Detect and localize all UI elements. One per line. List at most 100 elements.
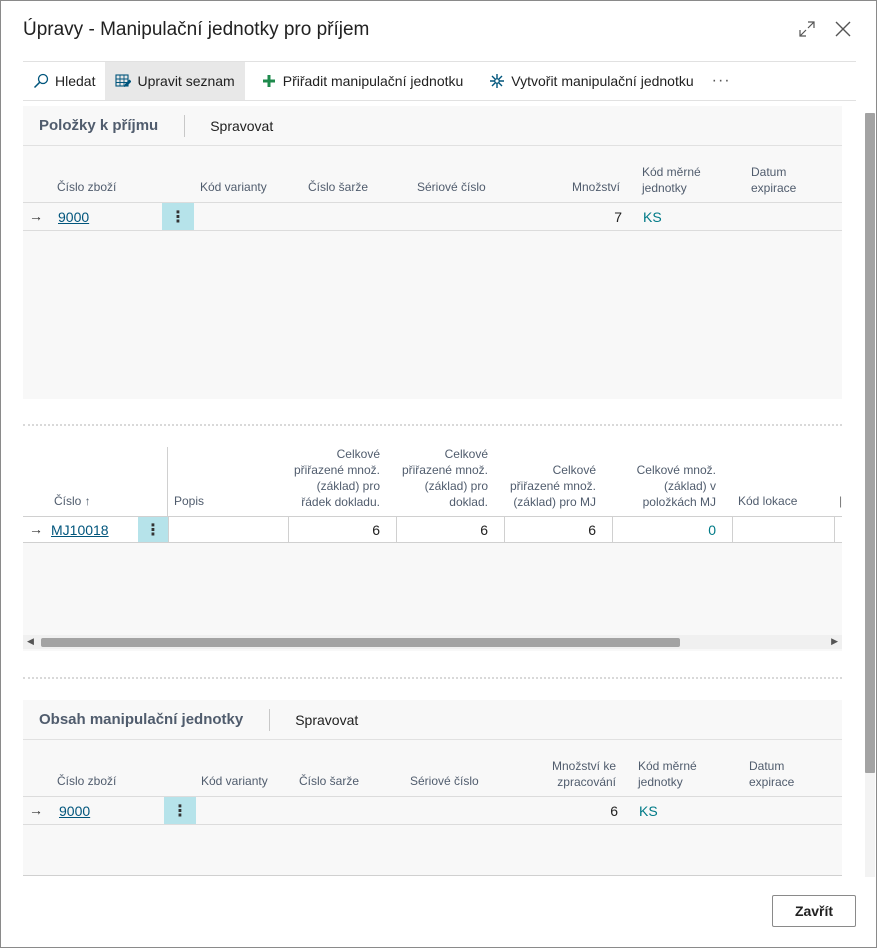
col-hu-total-hu[interactable]: Celkové přiřazené množ. (základ) pro MJ <box>510 462 596 510</box>
hu-total-line-cell[interactable]: 6 <box>372 522 380 538</box>
handling-units-grid: Číslo ↑ Popis Celkové přiřazené množ. (z… <box>23 445 842 651</box>
col-uom[interactable]: Kód měrné jednotky <box>642 164 701 196</box>
col-hu-total-hu-l3: (základ) pro MJ <box>513 495 596 509</box>
expand-icon[interactable] <box>796 17 818 41</box>
item-no-link[interactable]: 9000 <box>58 209 90 225</box>
content-row-actions-kebab[interactable]: ⋮ <box>164 797 196 824</box>
edit-list-button[interactable]: Upravit seznam <box>105 62 245 100</box>
action-bar: Hledat Upravit seznam Přiřadit manipulač… <box>23 61 856 101</box>
assign-label: Přiřadit manipulační jednotku <box>282 73 464 89</box>
col-hu-total-hu-l2: přiřazené množ. <box>509 479 596 493</box>
col-content-uom[interactable]: Kód měrné jednotky <box>638 758 697 790</box>
hu-total-hu-cell[interactable]: 6 <box>588 522 596 538</box>
search-icon <box>33 73 49 89</box>
col-serial[interactable]: Sériové číslo <box>417 180 486 194</box>
assign-handling-unit-button[interactable]: Přiřadit manipulační jednotku <box>251 62 474 100</box>
content-header-separator <box>23 796 842 797</box>
hu-grid-row: → MJ10018 ⋮ 6 6 6 0 <box>23 517 842 543</box>
col-hu-location[interactable]: Kód lokace <box>738 494 798 508</box>
hu-total-doc-cell[interactable]: 6 <box>480 522 488 538</box>
content-row-separator <box>23 824 842 825</box>
part-divider-1 <box>23 424 842 426</box>
scroll-right-icon[interactable]: ▶ <box>831 636 838 646</box>
vertical-scrollbar-thumb[interactable] <box>865 113 875 773</box>
col-hu-total-line[interactable]: Celkové přiřazené množ. (základ) pro řád… <box>294 446 380 510</box>
content-uom-cell[interactable]: KS <box>639 803 658 819</box>
dialog-title: Úpravy - Manipulační jednotky pro příjem <box>23 19 370 40</box>
hu-content-header: Obsah manipulační jednotky Spravovat <box>23 700 842 740</box>
col-expiration[interactable]: Datum expirace <box>751 164 796 196</box>
col-content-uom-line1: Kód měrné <box>638 759 697 773</box>
col-exp-line1: Datum <box>751 165 787 179</box>
hu-no-link[interactable]: MJ10018 <box>51 522 109 538</box>
receipt-lines-manage-button[interactable]: Spravovat <box>210 117 274 134</box>
title-icons <box>796 17 854 41</box>
col-content-lot[interactable]: Číslo šarže <box>299 774 360 788</box>
hu-header-desc-separator <box>167 447 168 517</box>
col-content-expiration[interactable]: Datum expirace <box>749 758 794 790</box>
hu-content-part: Obsah manipulační jednotky Spravovat Čís… <box>23 700 842 875</box>
col-hu-total-line-l4: řádek dokladu. <box>301 495 380 509</box>
hu-row-actions-kebab[interactable]: ⋮ <box>138 517 168 542</box>
cell-sep <box>168 517 169 543</box>
col-uom-line2: jednotky <box>642 181 687 195</box>
close-button[interactable]: Zavřít <box>772 895 856 927</box>
part-divider-2 <box>23 677 842 679</box>
col-content-serial[interactable]: Sériové číslo <box>410 774 479 788</box>
col-hu-total-doc[interactable]: Celkové přiřazené množ. (základ) pro dok… <box>402 446 488 510</box>
create-label: Vytvořit manipulační jednotku <box>511 73 694 89</box>
footer-separator <box>23 875 842 876</box>
col-hu-total-doc-l3: (základ) pro <box>424 479 488 493</box>
scroll-left-icon[interactable]: ◀ <box>27 636 34 646</box>
receipt-lines-header: Položky k příjmu Spravovat <box>23 106 842 146</box>
col-hu-total-line-l3: (základ) pro <box>316 479 380 493</box>
edit-list-icon <box>115 73 132 89</box>
col-hu-total-doc-l4: doklad. <box>449 495 488 509</box>
row-actions-kebab[interactable]: ⋮ <box>162 203 194 230</box>
hu-content-title[interactable]: Obsah manipulační jednotky <box>23 708 271 731</box>
col-content-qty-line1: Množství ke <box>551 759 616 773</box>
more-actions-button[interactable]: ··· <box>711 72 731 89</box>
uom-cell[interactable]: KS <box>643 209 662 225</box>
search-button[interactable]: Hledat <box>23 62 105 100</box>
col-hu-total-entries-l1: Celkové množ. <box>636 463 716 477</box>
col-content-qty[interactable]: Množství ke zpracování <box>552 758 616 790</box>
cell-sep <box>834 517 835 543</box>
col-content-item-no[interactable]: Číslo zboží <box>57 774 117 788</box>
content-qty-cell[interactable]: 6 <box>610 803 618 819</box>
qty-cell[interactable]: 7 <box>614 209 622 225</box>
edit-list-label: Upravit seznam <box>137 73 235 89</box>
row-indicator-arrow: → <box>29 208 43 224</box>
col-variant[interactable]: Kód varianty <box>200 180 267 194</box>
sparkle-icon <box>489 73 505 89</box>
content-item-no-link[interactable]: 9000 <box>59 803 91 819</box>
col-hu-next-cutoff[interactable]: | <box>839 494 842 508</box>
close-icon[interactable] <box>832 17 854 41</box>
col-hu-total-entries[interactable]: Celkové množ. (základ) v položkách MJ <box>637 462 716 510</box>
hu-content-manage-button[interactable]: Spravovat <box>295 711 359 728</box>
col-lot[interactable]: Číslo šarže <box>308 180 369 194</box>
horizontal-scrollbar[interactable]: ◀ ▶ <box>23 635 842 649</box>
cell-sep <box>288 517 289 543</box>
receipt-lines-part: Položky k příjmu Spravovat Číslo zboží K… <box>23 106 842 399</box>
col-hu-no[interactable]: Číslo ↑ <box>54 494 91 508</box>
col-qty[interactable]: Množství <box>571 180 620 194</box>
row-separator <box>23 230 842 231</box>
col-content-uom-line2: jednotky <box>638 775 683 789</box>
cell-sep <box>504 517 505 543</box>
plus-icon <box>261 73 277 89</box>
receipt-lines-title[interactable]: Položky k příjmu <box>23 114 186 137</box>
create-handling-unit-button[interactable]: Vytvořit manipulační jednotku <box>479 62 703 100</box>
cell-sep <box>612 517 613 543</box>
col-hu-desc[interactable]: Popis <box>174 494 205 508</box>
hu-total-entries-cell[interactable]: 0 <box>708 522 716 538</box>
content-row-indicator-arrow: → <box>29 802 43 818</box>
col-hu-total-entries-l3: položkách MJ <box>642 495 716 509</box>
col-content-variant[interactable]: Kód varianty <box>201 774 268 788</box>
col-hu-total-entries-l2: (základ) v <box>663 479 716 493</box>
col-content-exp-line2: expirace <box>749 775 795 789</box>
col-item-no[interactable]: Číslo zboží <box>57 180 117 194</box>
horizontal-scrollbar-thumb[interactable] <box>41 638 680 647</box>
col-content-qty-line2: zpracování <box>557 775 616 789</box>
